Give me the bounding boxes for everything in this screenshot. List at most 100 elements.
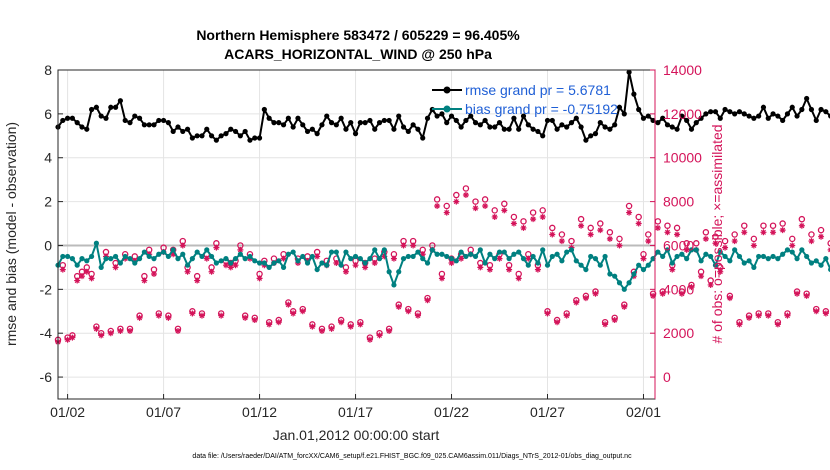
rmse-point-40 (247, 137, 253, 143)
obs-assimilated-point-153 (789, 242, 796, 249)
rmse-point-61 (348, 120, 354, 126)
obs-assimilated-point-44 (266, 321, 273, 328)
obs-assimilated-point-159 (818, 233, 825, 240)
bias-point-139 (722, 253, 728, 260)
obs-possible-point-161 (827, 240, 830, 247)
bias-point-80 (439, 251, 445, 257)
bias-point-122 (640, 266, 647, 273)
obs-assimilated-point-74 (410, 242, 417, 249)
bias-point-50 (295, 258, 301, 264)
obs-possible-point-89 (481, 196, 489, 203)
obs-assimilated-point-27 (184, 268, 191, 275)
bias-point-154 (794, 256, 800, 262)
rmse-point-15 (127, 120, 133, 126)
bias-point-103 (549, 253, 555, 260)
obs-assimilated-point-41 (251, 317, 258, 324)
rmse-point-136 (708, 109, 714, 115)
rmse-point-75 (415, 126, 421, 132)
rmse-point-37 (232, 128, 239, 135)
rmse-point-108 (573, 115, 579, 121)
obs-possible-point-127 (664, 222, 671, 229)
bias-point-70 (391, 282, 397, 288)
rmse-point-88 (477, 122, 483, 128)
obs-assimilated-point-110 (582, 295, 589, 302)
obs-assimilated-point-135 (702, 235, 709, 242)
rmse-point-98 (525, 122, 531, 128)
bias-point-39 (242, 256, 248, 262)
obs-assimilated-point-89 (482, 202, 489, 209)
rmse-point-124 (650, 117, 656, 124)
obs-assimilated-point-83 (453, 198, 460, 205)
obs-assimilated-point-99 (530, 216, 537, 223)
y-right-tick-label-7: 0 (663, 369, 671, 385)
obs-assimilated-point-122 (640, 255, 647, 262)
obs-assimilated-point-68 (381, 253, 388, 260)
obs-assimilated-point-8 (93, 325, 100, 332)
legend-bias-label: bias grand pr = -0.75192 (465, 101, 618, 117)
bias-point-134 (698, 258, 704, 264)
obs-assimilated-point-105 (558, 238, 565, 245)
bias-point-14 (122, 253, 128, 260)
bias-point-133 (693, 247, 699, 253)
rmse-point-7 (88, 106, 95, 113)
rmse-point-146 (756, 113, 762, 119)
bias-point-37 (232, 256, 239, 262)
rmse-point-102 (544, 117, 551, 124)
rmse-point-80 (439, 111, 445, 117)
bias-point-25 (175, 256, 181, 262)
bias-point-121 (636, 262, 642, 268)
bias-point-31 (204, 247, 210, 253)
rmse-point-83 (453, 117, 459, 124)
y-left-tick-label-2: 4 (44, 150, 52, 166)
rmse-point-152 (784, 111, 791, 117)
rmse-point-115 (607, 126, 613, 132)
bias-point-157 (808, 260, 815, 266)
bias-point-68 (381, 247, 387, 253)
bias-point-5 (79, 256, 85, 262)
obs-possible-point-125 (654, 218, 662, 225)
rmse-point-23 (165, 120, 171, 126)
bias-point-89 (482, 260, 488, 266)
bias-point-38 (237, 251, 243, 257)
rmse-point-117 (616, 104, 623, 110)
rmse-point-86 (468, 113, 474, 119)
obs-assimilated-point-150 (774, 321, 781, 328)
bias-point-26 (180, 251, 186, 257)
bias-point-106 (564, 249, 570, 255)
obs-assimilated-point-46 (275, 319, 282, 326)
bias-point-156 (804, 253, 810, 260)
bias-point-92 (496, 249, 503, 255)
rmse-point-35 (223, 131, 229, 137)
bias-point-101 (540, 247, 546, 253)
obs-possible-point-135 (702, 229, 710, 236)
bias-point-152 (784, 247, 791, 253)
bias-point-94 (506, 256, 512, 262)
bias-point-8 (93, 240, 99, 246)
obs-assimilated-point-42 (256, 275, 263, 282)
rmse-point-135 (703, 111, 709, 117)
obs-possible-point-93 (501, 200, 508, 208)
legend-rmse-label: rmse grand pr = 5.6781 (465, 82, 611, 98)
rmse-point-120 (631, 91, 637, 97)
obs-assimilated-point-72 (400, 242, 407, 249)
obs-possible-point-81 (443, 202, 450, 210)
rmse-point-84 (458, 124, 464, 130)
obs-possible-point-85 (462, 185, 470, 192)
obs-possible-point-149 (769, 222, 777, 229)
y-right-tick-label-4: 6000 (663, 237, 694, 253)
obs-assimilated-point-156 (803, 292, 810, 299)
bias-point-3 (69, 256, 75, 262)
y-right-tick-label-2: 10000 (663, 150, 702, 166)
rmse-point-45 (271, 120, 277, 126)
rmse-point-9 (98, 113, 104, 119)
obs-assimilated-point-13 (117, 328, 124, 335)
bias-point-90 (487, 251, 493, 257)
rmse-point-121 (636, 106, 642, 113)
rmse-point-93 (501, 126, 507, 132)
obs-assimilated-point-90 (486, 266, 493, 273)
bias-point-79 (434, 251, 440, 257)
obs-assimilated-point-125 (654, 224, 661, 231)
rmse-point-94 (506, 126, 512, 132)
bias-point-100 (535, 260, 541, 266)
rmse-point-109 (578, 124, 584, 130)
